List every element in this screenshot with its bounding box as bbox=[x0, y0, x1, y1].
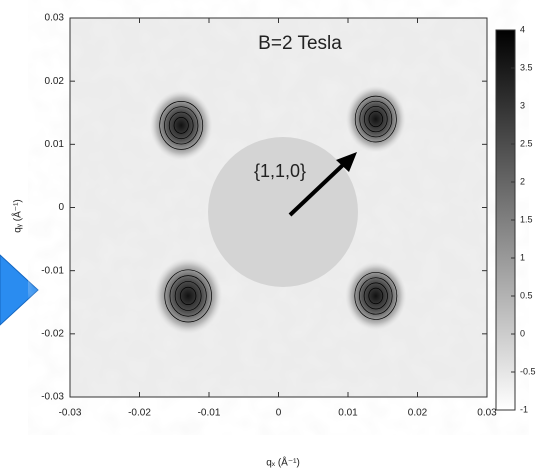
x-tick-label: 0.03 bbox=[477, 408, 497, 419]
x-tick-label: 0 bbox=[276, 408, 282, 419]
y-tick-label: 0.02 bbox=[45, 76, 65, 87]
y-tick-label: 0 bbox=[58, 202, 64, 213]
contour bbox=[368, 111, 384, 128]
contour bbox=[164, 269, 212, 323]
contour bbox=[359, 277, 393, 315]
colorbar-tick-label: 0 bbox=[520, 328, 525, 338]
colorbar-tick-label: -1 bbox=[520, 404, 528, 414]
arrow-head bbox=[336, 152, 357, 172]
intensity-spot bbox=[345, 85, 406, 153]
contour bbox=[169, 275, 207, 317]
contour bbox=[179, 286, 197, 305]
x-tick-label: 0.01 bbox=[338, 408, 358, 419]
intensity-spot bbox=[345, 261, 407, 331]
colorbar-tick-label: 3 bbox=[520, 100, 525, 110]
y-axis-label: qᵧ (Å⁻¹) bbox=[11, 199, 24, 233]
x-tick-label: 0.02 bbox=[408, 408, 428, 419]
chart-title: B=2 Tesla bbox=[258, 33, 342, 54]
contour bbox=[354, 272, 398, 320]
x-axis-label: qₓ (Å⁻¹) bbox=[266, 456, 300, 469]
contour bbox=[168, 111, 194, 140]
contour bbox=[159, 101, 204, 150]
colorbar-tick-label: -0.5 bbox=[520, 366, 536, 376]
nav-arrow bbox=[0, 254, 39, 326]
colorbar-tick-label: 0.5 bbox=[520, 290, 533, 300]
contour bbox=[368, 287, 384, 305]
contour bbox=[164, 106, 199, 145]
colorbar-tick-label: 3.5 bbox=[520, 62, 533, 72]
colorbar-tick-label: 2.5 bbox=[520, 138, 533, 148]
y-tick-label: 0.03 bbox=[45, 13, 65, 24]
colorbar-tick-label: 2 bbox=[520, 176, 525, 186]
y-tick-label: -0.02 bbox=[41, 328, 64, 339]
contour bbox=[174, 281, 202, 311]
contour bbox=[359, 100, 393, 138]
colorbar-tick-label: 4 bbox=[520, 24, 525, 34]
x-tick-label: -0.02 bbox=[128, 408, 151, 419]
contour bbox=[363, 282, 388, 310]
colorbar-tick-label: 1 bbox=[520, 252, 525, 262]
y-tick-label: -0.03 bbox=[41, 392, 64, 403]
x-tick-label: -0.03 bbox=[59, 408, 82, 419]
intensity-spot bbox=[154, 257, 223, 334]
annotation: {1,1,0} bbox=[254, 161, 306, 181]
arrow bbox=[288, 161, 347, 217]
y-tick-label: -0.01 bbox=[41, 265, 64, 276]
contour bbox=[354, 95, 397, 143]
y-tick-label: 0.01 bbox=[45, 139, 65, 150]
contour bbox=[173, 117, 189, 134]
beamstop bbox=[208, 137, 358, 287]
colorbar-tick-label: 1.5 bbox=[520, 214, 533, 224]
x-tick-label: -0.01 bbox=[198, 408, 221, 419]
contour bbox=[364, 105, 388, 133]
intensity-spot bbox=[149, 90, 213, 161]
